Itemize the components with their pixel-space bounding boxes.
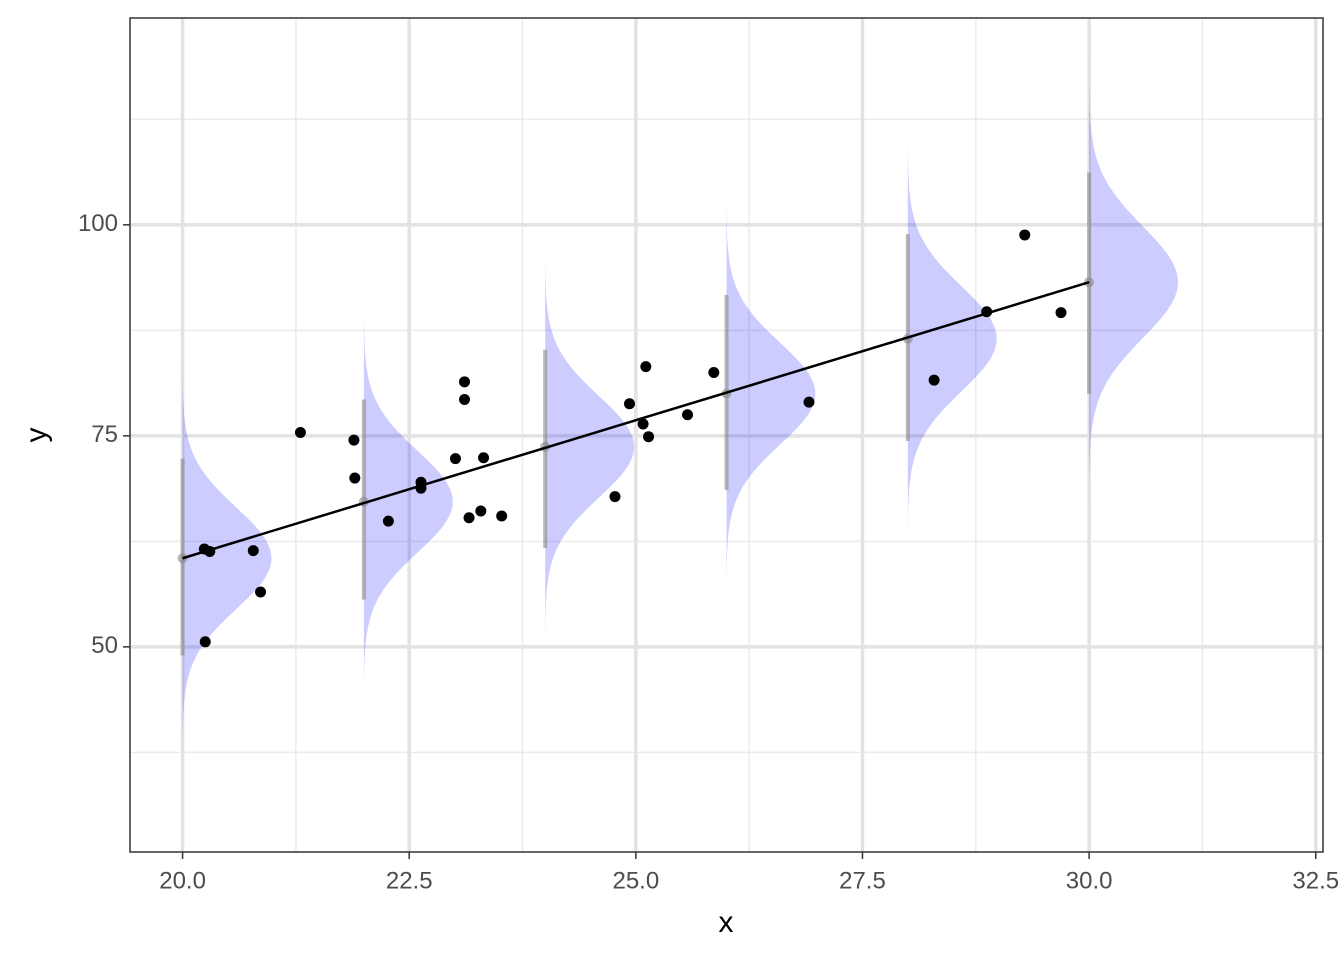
axes: 20.0 22.5 25.0 27.5 30.0 32.5 50 75 100: [78, 210, 1339, 894]
distribution: [545, 244, 634, 650]
point: [981, 306, 993, 318]
x-tick-label: 25.0: [612, 867, 659, 894]
y-axis-title: y: [20, 428, 53, 443]
point: [463, 512, 475, 524]
distribution: [907, 129, 997, 549]
point: [496, 510, 508, 522]
grid: [130, 18, 1323, 852]
point: [478, 452, 490, 464]
point: [708, 367, 720, 379]
x-tick-label: 30.0: [1066, 867, 1113, 894]
point: [459, 394, 471, 406]
y-tick-label: 75: [91, 421, 118, 448]
panel-border: [129, 17, 1324, 853]
distribution: [1089, 59, 1178, 506]
point: [475, 505, 487, 517]
point: [1055, 307, 1067, 319]
point: [348, 434, 360, 446]
point: [247, 545, 259, 557]
point: [682, 409, 694, 421]
point: [609, 491, 621, 503]
point: [382, 515, 394, 527]
distribution: [363, 299, 453, 705]
point: [643, 431, 655, 443]
point: [199, 636, 211, 648]
point: [349, 472, 361, 484]
x-tick-label: 22.5: [386, 867, 433, 894]
y-tick-label: 100: [78, 210, 118, 237]
fit-line: [182, 281, 1090, 560]
x-axis-title: x: [719, 906, 734, 939]
x-tick-label: 32.5: [1292, 867, 1339, 894]
point: [637, 418, 649, 430]
point: [928, 374, 940, 386]
distribution: [726, 191, 816, 597]
point: [459, 376, 471, 388]
marks: [177, 59, 1178, 761]
point: [255, 586, 267, 598]
point: [624, 398, 636, 410]
point: [640, 361, 652, 373]
distribution: [182, 355, 272, 761]
point: [803, 396, 815, 408]
point: [204, 545, 216, 557]
point: [449, 453, 461, 465]
y-tick-label: 50: [91, 632, 118, 659]
x-tick-label: 27.5: [839, 867, 886, 894]
point: [1019, 229, 1031, 241]
x-tick-label: 20.0: [159, 867, 206, 894]
point: [294, 426, 306, 438]
point: [415, 482, 427, 494]
